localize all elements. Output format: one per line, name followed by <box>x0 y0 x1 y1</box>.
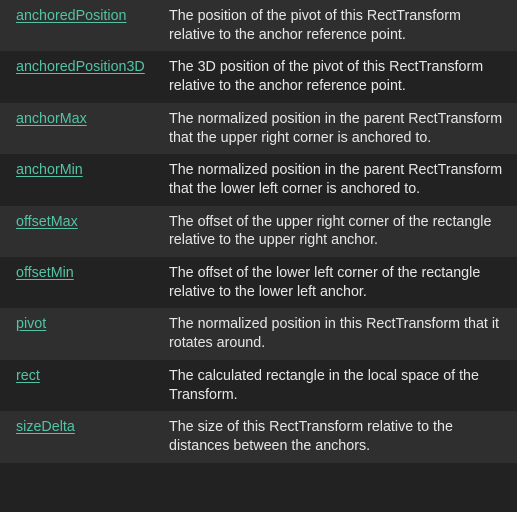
property-name-cell: anchorMin <box>0 154 160 206</box>
property-name-cell: pivot <box>0 308 160 360</box>
property-link-offsetMax[interactable]: offsetMax <box>16 213 78 230</box>
property-link-anchorMin[interactable]: anchorMin <box>16 162 83 179</box>
property-description: The offset of the upper right corner of … <box>160 205 517 258</box>
properties-table: anchoredPosition The position of the piv… <box>0 0 517 463</box>
table-row: anchoredPosition3D The 3D position of th… <box>0 51 517 103</box>
table-row: rect The calculated rectangle in the loc… <box>0 359 517 412</box>
table-row: offsetMin The offset of the lower left c… <box>0 257 517 309</box>
table-row: offsetMax The offset of the upper right … <box>0 205 517 258</box>
property-description: The size of this RectTransform relative … <box>160 411 517 463</box>
property-name-cell: offsetMin <box>0 257 160 309</box>
property-description: The position of the pivot of this RectTr… <box>160 0 517 52</box>
property-description: The 3D position of the pivot of this Rec… <box>160 51 517 103</box>
property-name-cell: rect <box>0 359 160 412</box>
table-row: sizeDelta The size of this RectTransform… <box>0 411 517 463</box>
property-link-anchoredPosition3D[interactable]: anchoredPosition3D <box>16 59 145 76</box>
property-description: The normalized position in the parent Re… <box>160 154 517 206</box>
property-link-pivot[interactable]: pivot <box>16 316 47 333</box>
property-description: The normalized position in the parent Re… <box>160 102 517 155</box>
table-row: anchorMin The normalized position in the… <box>0 154 517 206</box>
property-description: The normalized position in this RectTran… <box>160 308 517 360</box>
table-row: anchorMax The normalized position in the… <box>0 102 517 155</box>
property-name-cell: sizeDelta <box>0 411 160 463</box>
property-name-cell: anchoredPosition <box>0 0 160 52</box>
table-row: anchoredPosition The position of the piv… <box>0 0 517 52</box>
property-description: The calculated rectangle in the local sp… <box>160 359 517 412</box>
property-link-sizeDelta[interactable]: sizeDelta <box>16 419 75 436</box>
property-link-offsetMin[interactable]: offsetMin <box>16 265 74 282</box>
table-row: pivot The normalized position in this Re… <box>0 308 517 360</box>
property-description: The offset of the lower left corner of t… <box>160 257 517 309</box>
property-name-cell: offsetMax <box>0 205 160 258</box>
property-name-cell: anchorMax <box>0 102 160 155</box>
property-link-rect[interactable]: rect <box>16 367 40 384</box>
property-link-anchorMax[interactable]: anchorMax <box>16 110 87 127</box>
property-link-anchoredPosition[interactable]: anchoredPosition <box>16 8 127 24</box>
property-name-cell: anchoredPosition3D <box>0 51 160 103</box>
